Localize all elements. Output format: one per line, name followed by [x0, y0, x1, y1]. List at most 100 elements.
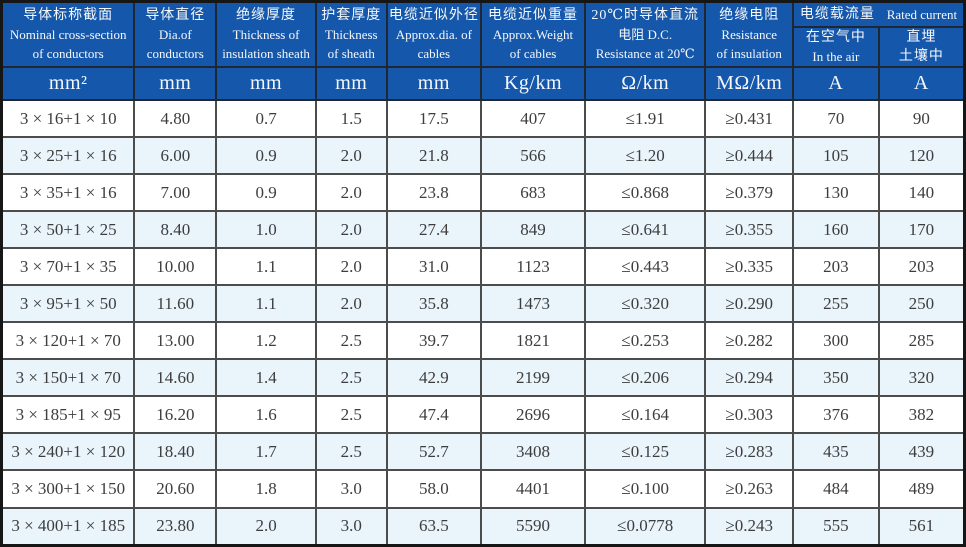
rated-current-strip: 电缆载流量 Rated current [794, 3, 963, 26]
table-cell: 2.0 [314, 173, 388, 213]
header-line: of sheath [327, 46, 375, 61]
table-cell: ≤0.253 [584, 321, 707, 361]
table-cell: 407 [480, 98, 587, 139]
header-line: Dia.of [158, 27, 192, 42]
header-line: 绝缘厚度 [236, 8, 297, 23]
rated-current-title-en: Rated current [886, 7, 958, 22]
table-cell: 1.8 [215, 469, 317, 509]
table-cell: ≥0.444 [704, 136, 795, 176]
table-cell: 3 × 16+1 × 10 [0, 98, 136, 139]
table-cell: 555 [792, 506, 880, 547]
table-cell: 2.0 [314, 210, 388, 250]
col-header-approx-weight: 电缆近似重量 Approx.Weight of cables [480, 0, 587, 68]
table-cell: 566 [480, 136, 587, 176]
header-line: Resistance at 20℃ [595, 46, 695, 61]
table-cell: 17.5 [385, 98, 483, 139]
table-cell: ≤1.20 [584, 136, 707, 176]
header-line: of conductors [32, 46, 104, 61]
table-cell: 3 × 25+1 × 16 [0, 136, 136, 176]
col-header-buried-soil: 直埋 土壤中 [877, 26, 966, 68]
table-row: 3 × 400+1 × 185 23.80 2.0 3.0 63.5 5590 … [0, 506, 966, 547]
table-cell: 160 [792, 210, 880, 250]
table-cell: 18.40 [133, 432, 218, 472]
table-cell: 42.9 [385, 358, 483, 398]
table-cell: 4401 [480, 469, 587, 509]
table-cell: ≥0.282 [704, 321, 795, 361]
table-cell: 105 [792, 136, 880, 176]
col-header-insulation-resistance: 绝缘电阻 Resistance of insulation [704, 0, 795, 68]
table-row: 3 × 35+1 × 16 7.00 0.9 2.0 23.8 683 ≤0.8… [0, 173, 966, 213]
unit-approx-dia: mm [385, 66, 483, 101]
table-cell: ≤1.91 [584, 98, 707, 139]
header-line: 20℃时导体直流 [591, 8, 700, 23]
table-cell: 3 × 300+1 × 150 [0, 469, 136, 509]
table-cell: 2.0 [314, 284, 388, 324]
table-cell: 1123 [480, 247, 587, 287]
table-cell: 90 [877, 98, 966, 139]
table-cell: 2.5 [314, 395, 388, 435]
header-line: 电阻 D.C. [618, 27, 673, 42]
table-cell: 2199 [480, 358, 587, 398]
table-cell: 1473 [480, 284, 587, 324]
table-cell: 3 × 150+1 × 70 [0, 358, 136, 398]
table-cell: 31.0 [385, 247, 483, 287]
col-header-conductor-dia: 导体直径 Dia.of conductors [133, 0, 218, 68]
table-cell: 170 [877, 210, 966, 250]
unit-nominal-section: mm² [0, 66, 136, 101]
header-line: of insulation [716, 46, 782, 61]
table-row: 3 × 25+1 × 16 6.00 0.9 2.0 21.8 566 ≤1.2… [0, 136, 966, 176]
table-cell: 2.0 [314, 136, 388, 176]
table-cell: 1.5 [314, 98, 388, 139]
table-cell: 27.4 [385, 210, 483, 250]
table-cell: 2.5 [314, 321, 388, 361]
table-cell: 63.5 [385, 506, 483, 547]
table-cell: ≤0.206 [584, 358, 707, 398]
header-line: 护套厚度 [321, 8, 382, 23]
table-cell: 39.7 [385, 321, 483, 361]
table-cell: 7.00 [133, 173, 218, 213]
header-line: 绝缘电阻 [719, 8, 780, 23]
header-line: 导体标称截面 [23, 8, 114, 23]
table-cell: 1.1 [215, 247, 317, 287]
table-cell: ≥0.335 [704, 247, 795, 287]
table-cell: ≥0.379 [704, 173, 795, 213]
table-cell: 489 [877, 469, 966, 509]
header-line: conductors [146, 46, 204, 61]
table-cell: 3408 [480, 432, 587, 472]
table-cell: 683 [480, 173, 587, 213]
table-row: 3 × 150+1 × 70 14.60 1.4 2.5 42.9 2199 ≤… [0, 358, 966, 398]
unit-sheath-thickness: mm [314, 66, 388, 101]
table-cell: 561 [877, 506, 966, 547]
header-line: of cables [509, 46, 557, 61]
table-cell: 376 [792, 395, 880, 435]
table-row: 3 × 16+1 × 10 4.80 0.7 1.5 17.5 407 ≤1.9… [0, 98, 966, 139]
table-cell: 0.9 [215, 173, 317, 213]
header-line: 在空气中 [805, 30, 866, 45]
table-row: 3 × 300+1 × 150 20.60 1.8 3.0 58.0 4401 … [0, 469, 966, 509]
header-line: 导体直径 [145, 8, 206, 23]
table-cell: 203 [877, 247, 966, 287]
table-cell: 52.7 [385, 432, 483, 472]
table-cell: 58.0 [385, 469, 483, 509]
table-cell: 484 [792, 469, 880, 509]
col-header-nominal-section: 导体标称截面 Nominal cross-section of conducto… [0, 0, 136, 68]
table-cell: ≥0.303 [704, 395, 795, 435]
col-header-in-air: 在空气中 In the air [792, 26, 880, 68]
table-cell: 13.00 [133, 321, 218, 361]
header-line: Resistance [721, 27, 777, 42]
table-cell: 2.5 [314, 432, 388, 472]
header-line: Nominal cross-section [9, 27, 127, 42]
table-cell: ≤0.100 [584, 469, 707, 509]
table-cell: 435 [792, 432, 880, 472]
table-cell: 70 [792, 98, 880, 139]
col-header-sheath-thickness: 护套厚度 Thickness of sheath [314, 0, 388, 68]
table-cell: ≥0.290 [704, 284, 795, 324]
table-cell: ≥0.263 [704, 469, 795, 509]
table-cell: 1.1 [215, 284, 317, 324]
table-row: 3 × 70+1 × 35 10.00 1.1 2.0 31.0 1123 ≤0… [0, 247, 966, 287]
table-cell: 1.2 [215, 321, 317, 361]
table-row: 3 × 185+1 × 95 16.20 1.6 2.5 47.4 2696 ≤… [0, 395, 966, 435]
unit-insulation-thickness: mm [215, 66, 317, 101]
table-cell: 3 × 240+1 × 120 [0, 432, 136, 472]
